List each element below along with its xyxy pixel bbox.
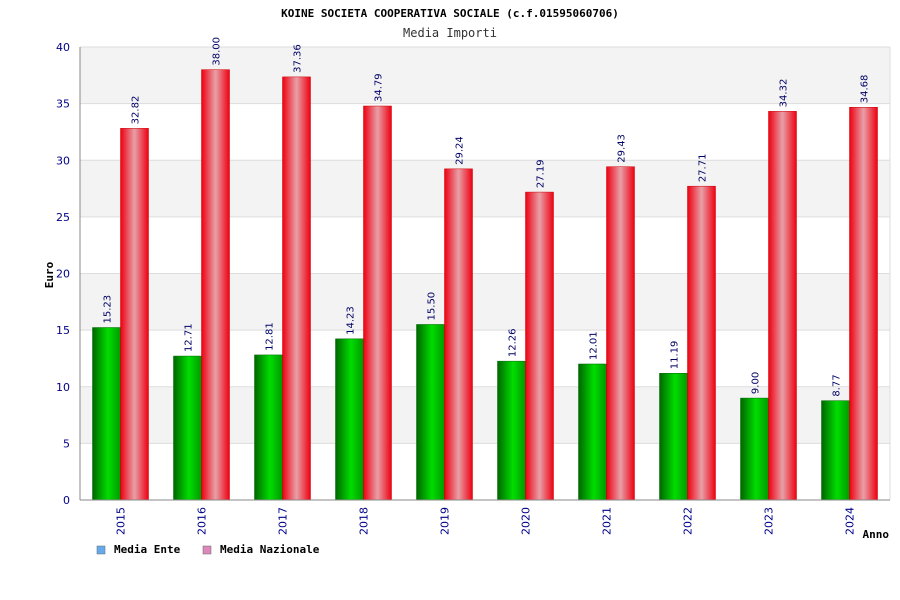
y-axis-label: Euro: [43, 261, 56, 288]
x-axis-label: Anno: [863, 528, 890, 541]
legend: Media Ente Media Nazionale: [96, 543, 320, 556]
bar-media-nazionale: [525, 191, 554, 501]
y-axis-ticks: 0 5 10 15 20 25 30 35 40: [56, 41, 70, 507]
bar-media-ente: [497, 360, 526, 501]
bar-value-label: 12.71: [184, 323, 195, 352]
legend-swatch-media-ente: [96, 545, 106, 555]
bar-media-ente: [254, 354, 283, 501]
bars-group: [92, 69, 878, 501]
bar-value-label: 14.23: [346, 306, 357, 335]
bar-value-label: 9.00: [751, 372, 762, 394]
x-tick-label: 2020: [520, 507, 533, 535]
x-tick-label: 2015: [115, 507, 128, 535]
bar-media-nazionale: [849, 106, 878, 501]
y-tick-label: 35: [56, 98, 70, 111]
chart-title: KOINE SOCIETA COOPERATIVA SOCIALE (c.f.0…: [281, 7, 619, 20]
x-tick-label: 2024: [844, 507, 857, 535]
bar-media-ente: [92, 327, 121, 501]
bar-value-label: 11.19: [670, 341, 681, 370]
legend-label-media-nazionale: Media Nazionale: [220, 543, 320, 556]
bar-value-label: 34.32: [779, 79, 790, 108]
bar-value-label: 27.19: [536, 159, 547, 188]
bar-value-label: 27.71: [698, 154, 709, 183]
bar-media-ente: [740, 397, 769, 501]
x-tick-label: 2019: [439, 507, 452, 535]
bar-value-label: 8.77: [832, 374, 843, 396]
x-tick-label: 2018: [358, 507, 371, 535]
bar-media-ente: [416, 324, 445, 501]
bar-media-ente: [821, 400, 850, 501]
legend-swatch-media-nazionale: [202, 545, 212, 555]
data-labels: 15.23 32.82 12.71 38.00 12.81 37.36 14.23 34.79…: [103, 37, 871, 397]
y-tick-label: 25: [56, 211, 70, 224]
y-tick-label: 20: [56, 268, 70, 281]
bar-media-nazionale: [768, 111, 797, 501]
bar-media-ente: [659, 373, 688, 501]
chart-subtitle: Media Importi: [403, 26, 497, 40]
bar-media-nazionale: [606, 166, 635, 501]
bar-media-ente: [335, 338, 364, 501]
bar-value-label: 34.68: [860, 75, 871, 104]
legend-label-media-ente: Media Ente: [114, 543, 181, 556]
x-tick-label: 2016: [196, 507, 209, 535]
bar-value-label: 12.81: [265, 322, 276, 351]
y-tick-label: 30: [56, 154, 70, 167]
x-tick-label: 2022: [682, 507, 695, 535]
y-tick-label: 15: [56, 324, 70, 337]
bar-value-label: 34.79: [374, 73, 385, 102]
bar-value-label: 12.26: [508, 329, 519, 358]
bar-media-ente: [578, 363, 607, 501]
x-tick-label: 2023: [763, 507, 776, 535]
bar-media-nazionale: [444, 168, 473, 501]
bar-value-label: 32.82: [131, 96, 142, 125]
bar-value-label: 15.23: [103, 295, 114, 324]
y-tick-label: 0: [63, 494, 70, 507]
bar-value-label: 37.36: [293, 44, 304, 73]
bar-value-label: 15.50: [427, 292, 438, 321]
x-tick-label: 2021: [601, 507, 614, 535]
bar-media-nazionale: [120, 128, 149, 501]
bar-value-label: 38.00: [212, 37, 223, 66]
bar-media-nazionale: [363, 105, 392, 501]
bar-value-label: 29.24: [455, 136, 466, 165]
bar-media-nazionale: [687, 185, 716, 501]
x-tick-label: 2017: [277, 507, 290, 535]
bar-media-nazionale: [282, 76, 311, 501]
x-axis-ticks: 2015 2016 2017 2018 2019 2020 2021 2022 2023 2024: [115, 507, 857, 535]
y-tick-label: 10: [56, 381, 70, 394]
y-tick-label: 5: [63, 437, 70, 450]
bar-value-label: 12.01: [589, 331, 600, 360]
bar-media-nazionale: [201, 69, 230, 501]
bar-value-label: 29.43: [617, 134, 628, 163]
bar-media-ente: [173, 355, 202, 501]
y-tick-label: 40: [56, 41, 70, 54]
